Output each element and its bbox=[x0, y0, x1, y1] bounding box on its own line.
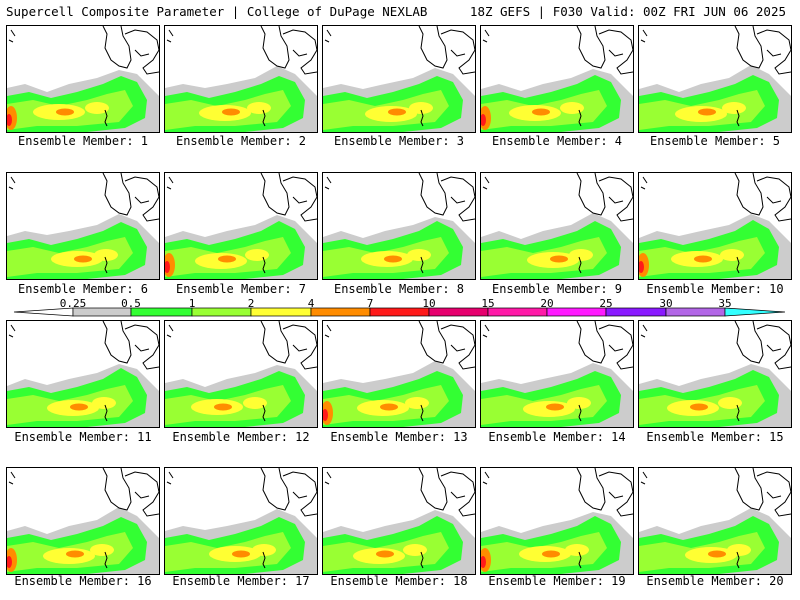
scp-field-map bbox=[7, 321, 159, 427]
legend-tick-label: 0.5 bbox=[121, 297, 141, 310]
legend-tick-label: 25 bbox=[599, 297, 613, 310]
page-title: Supercell Composite Parameter | College … bbox=[6, 4, 428, 19]
legend-swatch bbox=[546, 307, 607, 317]
panel-label: Ensemble Member: 17 bbox=[172, 574, 310, 588]
panel-label: Ensemble Member: 9 bbox=[491, 282, 623, 296]
scp-field-map bbox=[7, 173, 159, 279]
legend-tick-label: 7 bbox=[366, 297, 374, 310]
ensemble-panel-18 bbox=[322, 467, 476, 575]
panel-label: Ensemble Member: 13 bbox=[330, 430, 468, 444]
scp-field-map bbox=[323, 173, 475, 279]
ensemble-panel-15 bbox=[638, 320, 792, 428]
ensemble-panel-7 bbox=[164, 172, 318, 280]
run-info: 18Z GEFS | F030 Valid: 00Z FRI JUN 06 20… bbox=[469, 4, 786, 19]
panel-label: Ensemble Member: 14 bbox=[488, 430, 626, 444]
scp-field-map bbox=[639, 321, 791, 427]
scp-field-map bbox=[639, 468, 791, 574]
ensemble-panel-16 bbox=[6, 467, 160, 575]
legend-tick-label: 15 bbox=[481, 297, 495, 310]
panel-label: Ensemble Member: 11 bbox=[14, 430, 152, 444]
scp-field-map bbox=[481, 468, 633, 574]
ensemble-panel-9 bbox=[480, 172, 634, 280]
legend-swatch bbox=[665, 307, 726, 317]
ensemble-panel-5 bbox=[638, 25, 792, 133]
legend-swatch bbox=[369, 307, 430, 317]
scp-field-map bbox=[639, 173, 791, 279]
legend-tick-label: 20 bbox=[540, 297, 554, 310]
ensemble-panel-12 bbox=[164, 320, 318, 428]
panel-label: Ensemble Member: 3 bbox=[333, 134, 465, 148]
ensemble-panel-11 bbox=[6, 320, 160, 428]
ensemble-panel-4 bbox=[480, 25, 634, 133]
scp-field-map bbox=[323, 26, 475, 132]
panel-label: Ensemble Member: 10 bbox=[646, 282, 784, 296]
ensemble-panel-2 bbox=[164, 25, 318, 133]
panel-label: Ensemble Member: 4 bbox=[491, 134, 623, 148]
scp-field-map bbox=[481, 321, 633, 427]
scp-field-map bbox=[639, 26, 791, 132]
panel-label: Ensemble Member: 12 bbox=[172, 430, 310, 444]
legend-tick-label: 35 bbox=[718, 297, 732, 310]
panel-label: Ensemble Member: 1 bbox=[17, 134, 149, 148]
scp-field-map bbox=[7, 468, 159, 574]
legend-swatch bbox=[605, 307, 667, 317]
legend-swatch bbox=[310, 307, 371, 317]
panel-label: Ensemble Member: 6 bbox=[17, 282, 149, 296]
ensemble-panel-3 bbox=[322, 25, 476, 133]
legend-swatch bbox=[250, 307, 312, 317]
panel-label: Ensemble Member: 20 bbox=[646, 574, 784, 588]
panel-label: Ensemble Member: 15 bbox=[646, 430, 784, 444]
legend-tick-label: 30 bbox=[659, 297, 673, 310]
scp-field-map bbox=[165, 321, 317, 427]
legend-swatch bbox=[191, 307, 252, 317]
color-legend bbox=[13, 307, 786, 317]
ensemble-panel-14 bbox=[480, 320, 634, 428]
ensemble-panel-13 bbox=[322, 320, 476, 428]
scp-field-map bbox=[165, 173, 317, 279]
legend-tick-label: 10 bbox=[422, 297, 436, 310]
panel-label: Ensemble Member: 18 bbox=[330, 574, 468, 588]
scp-field-map bbox=[165, 468, 317, 574]
panel-label: Ensemble Member: 7 bbox=[175, 282, 307, 296]
legend-tick-label: 1 bbox=[188, 297, 196, 310]
legend-tick-label: 0.25 bbox=[59, 297, 87, 310]
ensemble-panel-6 bbox=[6, 172, 160, 280]
panel-label: Ensemble Member: 5 bbox=[649, 134, 781, 148]
scp-field-map bbox=[165, 26, 317, 132]
ensemble-panel-19 bbox=[480, 467, 634, 575]
legend-tick-label: 2 bbox=[247, 297, 255, 310]
legend-swatch bbox=[724, 307, 786, 317]
panel-label: Ensemble Member: 2 bbox=[175, 134, 307, 148]
scp-field-map bbox=[481, 26, 633, 132]
scp-field-map bbox=[7, 26, 159, 132]
panel-label: Ensemble Member: 16 bbox=[14, 574, 152, 588]
legend-swatch bbox=[428, 307, 489, 317]
ensemble-panel-1 bbox=[6, 25, 160, 133]
scp-field-map bbox=[481, 173, 633, 279]
scp-field-map bbox=[323, 321, 475, 427]
scp-field-map bbox=[323, 468, 475, 574]
legend-tick-label: 4 bbox=[307, 297, 315, 310]
ensemble-panel-20 bbox=[638, 467, 792, 575]
ensemble-panel-17 bbox=[164, 467, 318, 575]
legend-swatch bbox=[487, 307, 548, 317]
panel-label: Ensemble Member: 8 bbox=[333, 282, 465, 296]
ensemble-panel-10 bbox=[638, 172, 792, 280]
panel-label: Ensemble Member: 19 bbox=[488, 574, 626, 588]
ensemble-panel-8 bbox=[322, 172, 476, 280]
